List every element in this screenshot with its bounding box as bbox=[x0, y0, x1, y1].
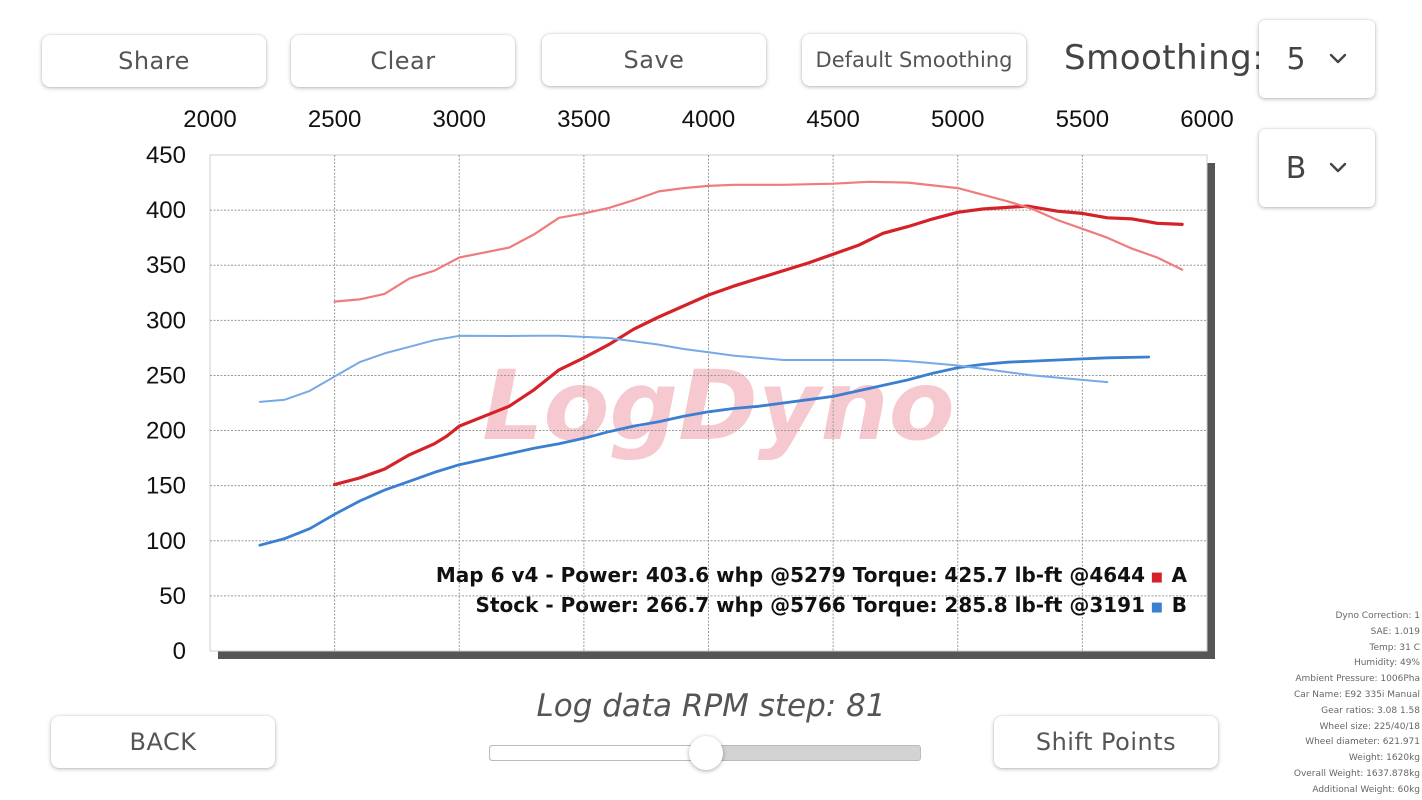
legend-entry: A ■ Map 6 v4 - Power: 403.6 whp @5279 Torq… bbox=[436, 563, 1188, 587]
legend-tag: B bbox=[1172, 593, 1187, 617]
series-line-A-torque bbox=[333, 180, 1184, 303]
run-value: B bbox=[1285, 150, 1307, 186]
x-tick-label: 3000 bbox=[433, 106, 486, 133]
y-tick-label: 0 bbox=[173, 638, 186, 665]
legend-swatch: ■ bbox=[1151, 570, 1163, 585]
dyno-info-line: Gear ratios: 3.08 1.58 bbox=[1321, 705, 1420, 716]
series-line-A-power bbox=[333, 204, 1184, 487]
x-tick-label: 4000 bbox=[682, 106, 735, 133]
y-tick-label: 200 bbox=[146, 418, 186, 445]
y-tick-label: 250 bbox=[146, 362, 186, 389]
slider-thumb[interactable] bbox=[689, 736, 723, 770]
dyno-info-line: Wheel size: 225/40/18 bbox=[1319, 721, 1420, 732]
dyno-info-line: Temp: 31 C bbox=[1369, 642, 1420, 653]
y-tick-label: 350 bbox=[146, 252, 186, 279]
x-tick-label: 6000 bbox=[1180, 106, 1233, 133]
dyno-info-line: Humidity: 49% bbox=[1353, 658, 1420, 669]
slider-fill bbox=[490, 746, 706, 760]
smoothing-select[interactable]: 5 bbox=[1259, 20, 1375, 98]
legend-swatch: ■ bbox=[1151, 600, 1163, 615]
x-tick-label: 3500 bbox=[557, 106, 610, 133]
y-tick-label: 100 bbox=[146, 528, 186, 555]
y-tick-label: 150 bbox=[146, 473, 186, 500]
dyno-info-panel: Dyno Correction: 1 SAE: 1.019 Temp: 31 C Hu… bbox=[1294, 609, 1420, 799]
share-button[interactable]: Share bbox=[42, 35, 266, 87]
run-select[interactable]: B bbox=[1259, 129, 1375, 207]
dyno-info-line: Dyno Correction: 1 bbox=[1335, 611, 1420, 621]
series-line-B-power bbox=[258, 355, 1151, 547]
y-tick-label: 300 bbox=[146, 307, 186, 334]
x-tick-label: 2000 bbox=[183, 106, 236, 133]
y-tick-label: 50 bbox=[159, 583, 186, 610]
back-button[interactable]: BACK bbox=[51, 716, 275, 768]
clear-button[interactable]: Clear bbox=[291, 35, 515, 87]
legend-tag: A bbox=[1172, 563, 1188, 587]
dyno-info-line: Additional Weight: 60kg bbox=[1312, 784, 1420, 795]
dyno-info-line: Car Name: E92 335i Manual bbox=[1293, 689, 1420, 700]
dyno-info-line: Wheel diameter: 621.971 bbox=[1305, 737, 1420, 748]
x-tick-label: 4500 bbox=[806, 106, 859, 133]
legend-text: Map 6 v4 - Power: 403.6 whp @5279 Torque… bbox=[436, 563, 1145, 587]
legend-entry: B ■ Stock - Power: 266.7 whp @5766 Torque:… bbox=[476, 593, 1187, 617]
smoothing-value: 5 bbox=[1286, 41, 1306, 77]
dyno-info-line: Overall Weight: 1637.878kg bbox=[1293, 768, 1420, 779]
dyno-info-line: SAE: 1.019 bbox=[1370, 626, 1420, 637]
dyno-info-line: Ambient Pressure: 1006Pha bbox=[1295, 674, 1420, 685]
dyno-info-line: Weight: 1620kg bbox=[1348, 753, 1420, 764]
chevron-down-icon bbox=[1329, 53, 1346, 64]
y-tick-label: 450 bbox=[146, 142, 186, 169]
x-tick-label: 2500 bbox=[308, 106, 361, 133]
y-tick-label: 400 bbox=[146, 197, 186, 224]
legend-text: Stock - Power: 266.7 whp @5766 Torque: 2… bbox=[476, 593, 1145, 617]
series-line-B-torque bbox=[258, 334, 1109, 403]
x-tick-label: 5500 bbox=[1056, 106, 1109, 133]
chevron-down-icon bbox=[1330, 162, 1347, 173]
x-tick-label: 5000 bbox=[931, 106, 984, 133]
default-smoothing-button[interactable]: Default Smoothing bbox=[802, 34, 1026, 86]
rpm-step-label: Log data RPM step: 81 bbox=[536, 688, 886, 724]
rpm-step-slider[interactable] bbox=[489, 736, 921, 770]
shift-points-button[interactable]: Shift Points bbox=[994, 716, 1218, 768]
save-button[interactable]: Save bbox=[542, 34, 766, 86]
smoothing-label: Smoothing: bbox=[1064, 38, 1265, 78]
